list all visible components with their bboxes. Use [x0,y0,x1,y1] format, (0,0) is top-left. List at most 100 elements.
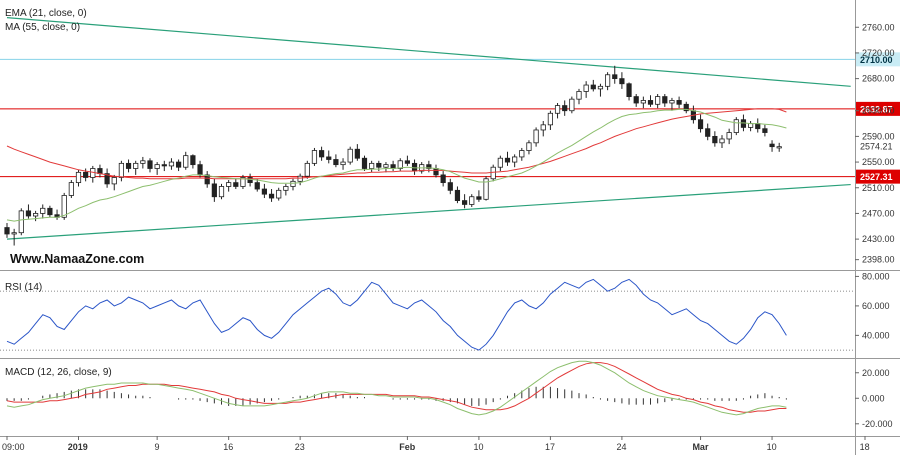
time-axis-label: 18 [860,442,870,452]
candle-down [204,174,210,185]
candle-down [411,162,418,172]
time-axis-label: 09:00 [2,442,25,452]
ma-indicator-label: MA (55, close, 0) [5,22,80,33]
candle-up [776,146,782,149]
candle-up [597,85,604,90]
candle-down [447,182,453,191]
candle-up [533,129,539,144]
price-axis-tick-label: 2430.00 [862,234,895,244]
candle-up [283,186,289,191]
ema-indicator-label: EMA (21, close, 0) [5,8,87,19]
candle-down [440,174,446,184]
candle-up [290,180,296,187]
candle-down [769,143,775,148]
price-axis-tick-label: 2398.00 [862,255,895,265]
candle-down [268,193,275,199]
time-axis-label: 24 [617,442,627,452]
candle-up [311,150,318,164]
candle-up [469,196,475,205]
candle-up [75,171,82,184]
candle-up [369,162,375,169]
candle-down [376,162,382,168]
candle-up [640,100,646,104]
level-price-tag [856,169,900,184]
candle-up [483,178,489,200]
time-axis-label: Mar [692,442,709,452]
candle-up [519,150,525,158]
ema-21-line [6,108,787,222]
time-axis-label: 10 [767,442,777,452]
price-axis-tick-label: 2630.00 [862,106,895,116]
candle-down [104,173,110,185]
trendline[interactable] [6,183,851,240]
candle-down [662,96,668,104]
level-price-tag-text: 2710.00 [860,55,893,65]
candle-up [526,142,532,151]
candle-down [254,182,260,190]
price-axis-tick-label: 2510.00 [862,183,895,193]
price-axis-tick-label: 2590.00 [862,131,895,141]
candle-down [433,168,439,176]
level-price-tag [856,101,900,116]
candle-up [18,210,24,234]
candle-up [576,91,582,100]
time-axis-label: 10 [474,442,484,452]
candle-down [361,157,368,169]
candle-up [540,124,546,131]
candle-down [233,182,239,187]
time-axis-label: 17 [545,442,555,452]
candle-up [669,100,675,104]
candle-up [347,148,353,163]
candle-down [647,100,654,105]
candle-down [504,157,511,163]
candle-down [590,84,596,90]
candle-down [4,227,10,235]
candle-up [569,98,575,112]
candle-down [261,188,268,195]
candle-down [755,123,761,130]
candle-down [197,164,203,176]
time-axis-label: 9 [154,442,159,452]
candle-up [397,160,403,169]
candle-up [68,182,74,196]
level-price-tag [856,52,900,67]
macd-axis-tick-label: 0.000 [862,393,885,403]
candle-up [340,161,346,166]
candle-up [733,119,739,133]
candle-up [140,160,146,164]
candle-up [33,213,39,217]
rsi-axis-tick-label: 60.000 [862,301,890,311]
candle-down [683,103,689,112]
candle-down [211,183,217,198]
time-axis-label: Feb [399,442,416,452]
candle-up [154,164,160,169]
candle-down [125,162,132,169]
candle-down [705,128,711,137]
candle-up [11,232,17,235]
candle-down [190,155,196,166]
candle-up [276,189,282,199]
candle-down [633,96,639,104]
macd-signal-line [6,362,787,413]
candle-up [512,156,518,163]
candle-down [318,150,325,158]
price-panel [0,0,855,270]
candle-down [454,189,461,201]
candle-up [297,175,303,182]
last-price-label: 2574.21 [860,142,893,152]
candle-up [748,123,754,128]
price-axis-tick-label: 2760.00 [862,22,895,32]
macd-panel-label: MACD (12, 26, close, 9) [5,367,112,378]
candle-down [762,128,768,133]
candle-up [383,164,389,168]
trendline[interactable] [6,17,851,87]
price-axis-tick-label: 2680.00 [862,74,895,84]
time-axis-label: 16 [223,442,233,452]
candle-down [147,160,153,169]
price-axis-tick-label: 2720.00 [862,48,895,58]
candle-down [562,105,568,112]
candle-up [605,74,611,87]
candle-up [490,166,496,180]
rsi-panel-label: RSI (14) [5,282,42,293]
